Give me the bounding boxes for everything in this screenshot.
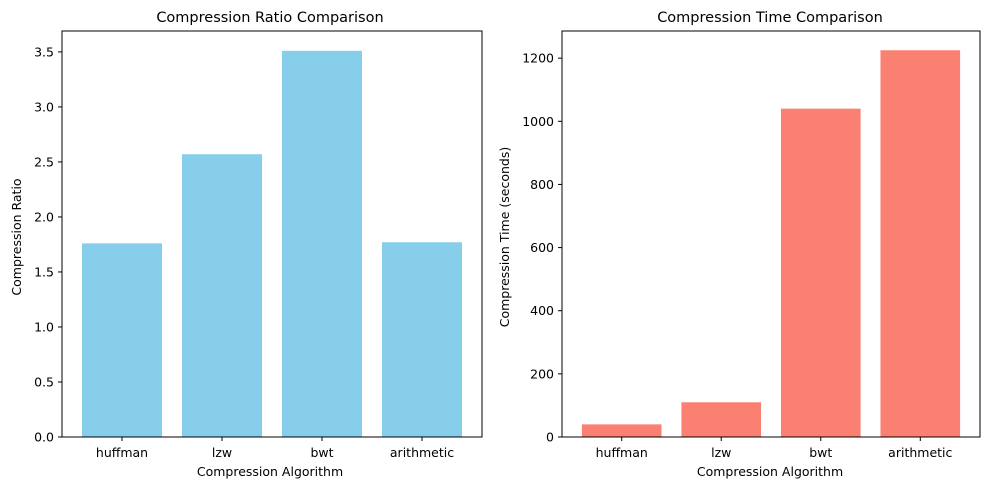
plot-frame [561, 30, 981, 438]
y-tick-label: 3.5 [34, 44, 54, 59]
y-tick-label: 3.0 [34, 99, 54, 114]
y-tick-label: 1.5 [34, 264, 54, 279]
bar-lzw [681, 402, 762, 437]
bar-arithmetic [880, 50, 961, 437]
y-tick-label: 1200 [522, 51, 554, 66]
x-tick-label: bwt [310, 445, 333, 460]
y-tick-label: 1000 [522, 114, 554, 129]
x-tick-label: lzw [711, 445, 731, 460]
bar-huffman [581, 424, 662, 437]
bar-arithmetic [382, 242, 462, 437]
x-axis-label: Compression Algorithm [197, 464, 343, 479]
y-tick-label: 1.0 [34, 319, 54, 334]
bars-group [581, 50, 961, 438]
x-tick-label: bwt [809, 445, 832, 460]
y-tick-label: 400 [530, 303, 554, 318]
x-axis-label: Compression Algorithm [697, 464, 843, 479]
bar-huffman [82, 243, 162, 437]
y-tick-label: 0.5 [34, 374, 54, 389]
y-tick-label: 2.0 [34, 209, 54, 224]
y-axis-label: Compression Time (seconds) [497, 147, 512, 328]
chart-title: Compression Time Comparison [657, 10, 883, 26]
y-axis-label: Compression Ratio [9, 178, 24, 295]
chart-title: Compression Ratio Comparison [156, 10, 383, 26]
y-tick-label: 2.5 [34, 154, 54, 169]
y-tick-label: 200 [530, 366, 554, 381]
y-ticks-group: 0 200 400 600 800 1000 1200 [522, 51, 562, 445]
compression-ratio-chart: Compression Ratio Comparison Compression… [9, 10, 483, 479]
compression-time-chart: Compression Time Comparison Compression … [497, 10, 981, 479]
y-tick-label: 600 [530, 240, 554, 255]
y-ticks-group: 0.0 0.5 1.0 1.5 2.0 2.5 3.0 3.5 [34, 44, 62, 445]
plot-frame [61, 30, 483, 438]
bars-group [82, 50, 462, 438]
bar-lzw [182, 154, 262, 437]
x-tick-label: huffman [596, 445, 648, 460]
x-tick-label: lzw [212, 445, 232, 460]
x-tick-label: arithmetic [390, 445, 454, 460]
y-tick-label: 0.0 [34, 430, 54, 445]
x-tick-label: arithmetic [888, 445, 952, 460]
x-ticks-group: huffman lzw bwt arithmetic [96, 437, 454, 460]
bar-bwt [780, 108, 861, 438]
y-tick-label: 0 [546, 430, 554, 445]
x-ticks-group: huffman lzw bwt arithmetic [596, 437, 953, 460]
y-tick-label: 800 [530, 177, 554, 192]
bar-bwt [282, 50, 362, 438]
x-tick-label: huffman [96, 445, 148, 460]
